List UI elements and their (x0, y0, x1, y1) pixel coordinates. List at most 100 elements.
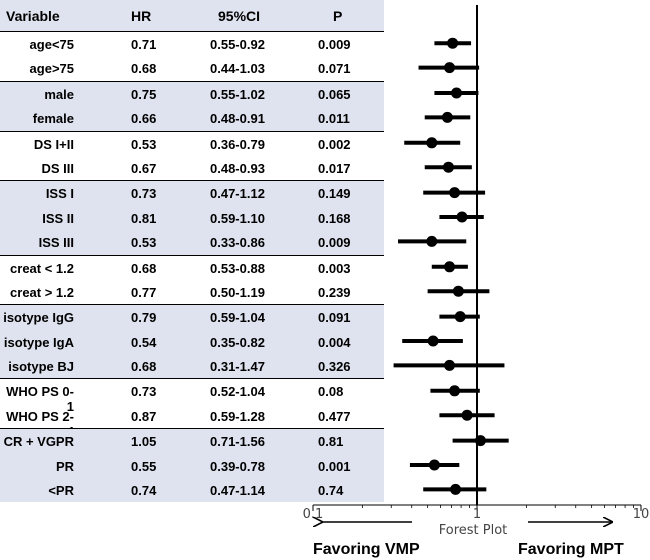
table-row: creat > 1.2 0.77 0.50-1.19 0.239 (0, 280, 384, 304)
row-ci: 0.31-1.47 (210, 359, 265, 375)
row-p: 0.003 (318, 260, 351, 276)
table-row: PR 0.55 0.39-0.78 0.001 (0, 453, 384, 479)
row-label: age<75 (29, 37, 74, 52)
hr-point (442, 161, 454, 173)
row-hr: 0.66 (131, 111, 157, 127)
row-label: creat < 1.2 (10, 260, 74, 276)
group-divider (0, 428, 384, 430)
hr-point (450, 483, 462, 495)
row-ci: 0.59-1.28 (210, 408, 265, 424)
row-p: 0.168 (318, 210, 351, 226)
hr-point (426, 137, 438, 149)
row-ci: 0.55-1.02 (210, 86, 265, 102)
row-p: 0.149 (318, 186, 351, 202)
row-label: DS I+II (33, 136, 74, 152)
row-label: ISS I (45, 186, 74, 202)
header-hr: HR (131, 8, 152, 24)
table-row: isotype BJ 0.68 0.31-1.47 0.326 (0, 354, 384, 379)
hr-point (449, 187, 461, 199)
row-ci: 0.50-1.19 (210, 284, 265, 300)
table-row: <PR 0.74 0.47-1.14 0.74 (0, 478, 384, 503)
row-p: 0.004 (318, 334, 351, 350)
table-row: male 0.75 0.55-1.02 0.065 (0, 81, 384, 107)
row-label: PR (55, 458, 74, 474)
row-hr: 0.79 (131, 310, 157, 326)
row-ci: 0.59-1.10 (210, 210, 265, 226)
row-label: DS III (41, 160, 74, 176)
table-row: female 0.66 0.48-0.91 0.011 (0, 106, 384, 131)
row-ci: 0.44-1.03 (210, 61, 265, 77)
favoring-vmp-label: Favoring VMP (313, 541, 420, 558)
row-hr: 0.68 (131, 260, 157, 276)
hr-point (452, 285, 464, 297)
hr-point (474, 435, 486, 447)
row-p: 0.326 (318, 359, 351, 375)
hr-point (447, 37, 459, 49)
hr-point (426, 235, 438, 247)
hr-point (451, 87, 463, 99)
row-ci: 0.47-1.12 (210, 186, 265, 202)
row-label: age>75 (29, 61, 74, 77)
row-hr: 0.53 (131, 235, 157, 251)
table-row: DS III 0.67 0.48-0.93 0.017 (0, 156, 384, 180)
row-p: 0.009 (318, 37, 351, 52)
hr-point (456, 211, 468, 223)
row-hr: 0.74 (131, 483, 157, 499)
row-ci: 0.55-0.92 (210, 37, 265, 52)
table-row: creat < 1.2 0.68 0.53-0.88 0.003 (0, 256, 384, 280)
hr-point (444, 62, 456, 74)
row-label: ISS III (38, 235, 74, 251)
table-row: age<75 0.71 0.55-0.92 0.009 (0, 32, 384, 56)
row-p: 0.239 (318, 284, 351, 300)
row-label: CR + VGPR (3, 434, 74, 450)
row-p: 0.009 (318, 235, 351, 251)
row-ci: 0.48-0.91 (210, 111, 265, 127)
row-ci: 0.47-1.14 (210, 483, 265, 499)
row-label: female (32, 111, 74, 127)
row-ci: 0.33-0.86 (210, 235, 265, 251)
table-row: age>75 0.68 0.44-1.03 0.071 (0, 56, 384, 80)
row-hr: 0.54 (131, 334, 157, 350)
table-row: CR + VGPR 1.05 0.71-1.56 0.81 (0, 429, 384, 454)
row-hr: 0.73 (131, 186, 157, 202)
row-label: WHO PS 0-1 (6, 384, 74, 415)
header-p: P (333, 8, 343, 24)
hr-point (444, 261, 456, 273)
row-p: 0.065 (318, 86, 351, 102)
row-ci: 0.48-0.93 (210, 160, 265, 176)
hr-point (454, 311, 466, 323)
hr-point (444, 359, 456, 371)
row-ci: 0.36-0.79 (210, 136, 265, 152)
group-divider (0, 254, 384, 256)
row-p: 0.74 (318, 483, 344, 499)
hr-point (428, 459, 440, 471)
row-hr: 0.53 (131, 136, 157, 152)
group-divider (0, 304, 384, 306)
row-hr: 0.75 (131, 86, 157, 102)
row-ci: 0.39-0.78 (210, 458, 265, 474)
row-hr: 1.05 (131, 434, 157, 450)
row-hr: 0.81 (131, 210, 157, 226)
row-ci: 0.53-0.88 (210, 260, 265, 276)
row-label: isotype IgA (3, 334, 74, 350)
row-p: 0.017 (318, 160, 351, 176)
header-ci: 95%CI (218, 8, 261, 24)
table-row: DS I+II 0.53 0.36-0.79 0.002 (0, 132, 384, 156)
table-row: ISS II 0.81 0.59-1.10 0.168 (0, 205, 384, 231)
table-body: age<75 0.71 0.55-0.92 0.009 age>75 0.68 0.44-1… (0, 32, 384, 503)
hr-point (449, 385, 461, 397)
row-ci: 0.52-1.04 (210, 384, 265, 400)
row-p: 0.002 (318, 136, 351, 152)
row-p: 0.091 (318, 310, 351, 326)
group-divider (0, 180, 384, 182)
table-header: Variable HR 95%CI P (0, 0, 384, 32)
row-hr: 0.77 (131, 284, 157, 300)
hr-point (461, 409, 473, 421)
row-label: male (44, 86, 74, 102)
row-p: 0.81 (318, 434, 344, 450)
table-row: isotype IgA 0.54 0.35-0.82 0.004 (0, 329, 384, 355)
group-divider (0, 378, 384, 380)
hr-point (441, 111, 453, 123)
row-ci: 0.59-1.04 (210, 310, 265, 326)
